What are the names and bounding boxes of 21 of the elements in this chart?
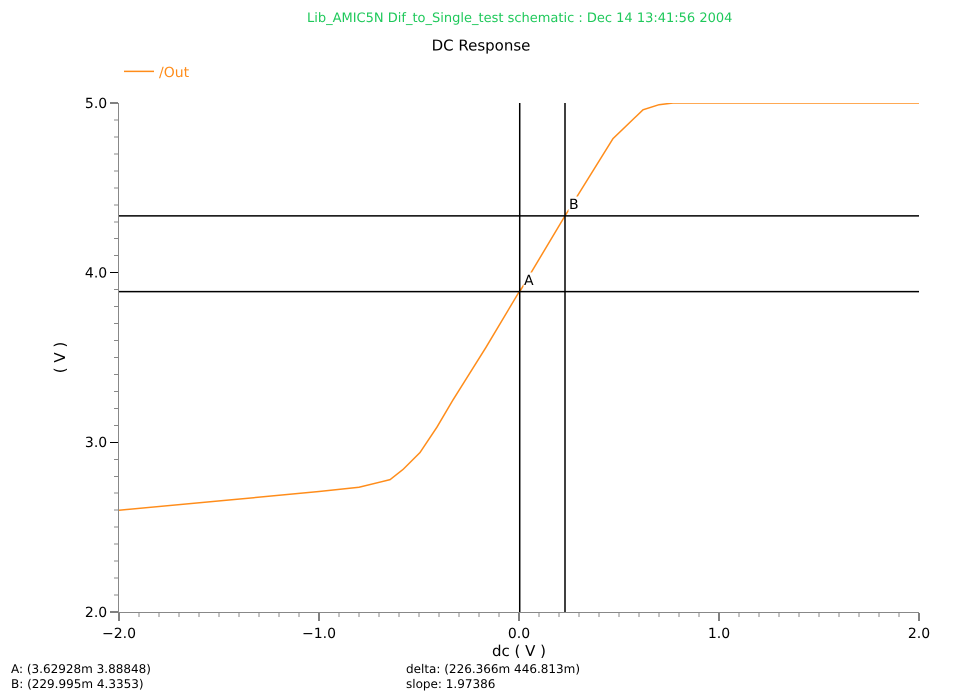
- line-series: [119, 103, 919, 511]
- x-tick-label: −1.0: [302, 626, 336, 642]
- x-tick-label: −2.0: [102, 626, 136, 642]
- text: A: (3.62928m 3.88848): [11, 662, 151, 676]
- x-tick-label: 1.0: [708, 626, 730, 642]
- y-tick-label: 4.0: [84, 266, 108, 282]
- ref-line-label: A: [524, 273, 534, 289]
- y-axis-title: ( V ): [51, 342, 70, 374]
- legend-label: /Out: [159, 64, 190, 81]
- x-tick-label: 2.0: [908, 626, 930, 642]
- y-tick-label: 2.0: [84, 604, 108, 621]
- x-axis-title: dc ( V ): [492, 642, 546, 660]
- chart-subtitle: Lib_AMIC5N Dif_to_Single_test schematic : Dec 14 13:41:56 2004: [307, 11, 732, 26]
- x-tick-label: 0.0: [508, 626, 530, 642]
- y-tick-label: 5.0: [84, 96, 108, 112]
- text: delta: (226.366m 446.813m): [406, 662, 580, 676]
- text: B: (229.995m 4.3353): [11, 677, 144, 691]
- ref-line-label: B: [569, 197, 579, 213]
- chart-title: DC Response: [432, 36, 530, 54]
- y-tick-label: 3.0: [84, 435, 108, 452]
- text: slope: 1.97386: [406, 677, 496, 691]
